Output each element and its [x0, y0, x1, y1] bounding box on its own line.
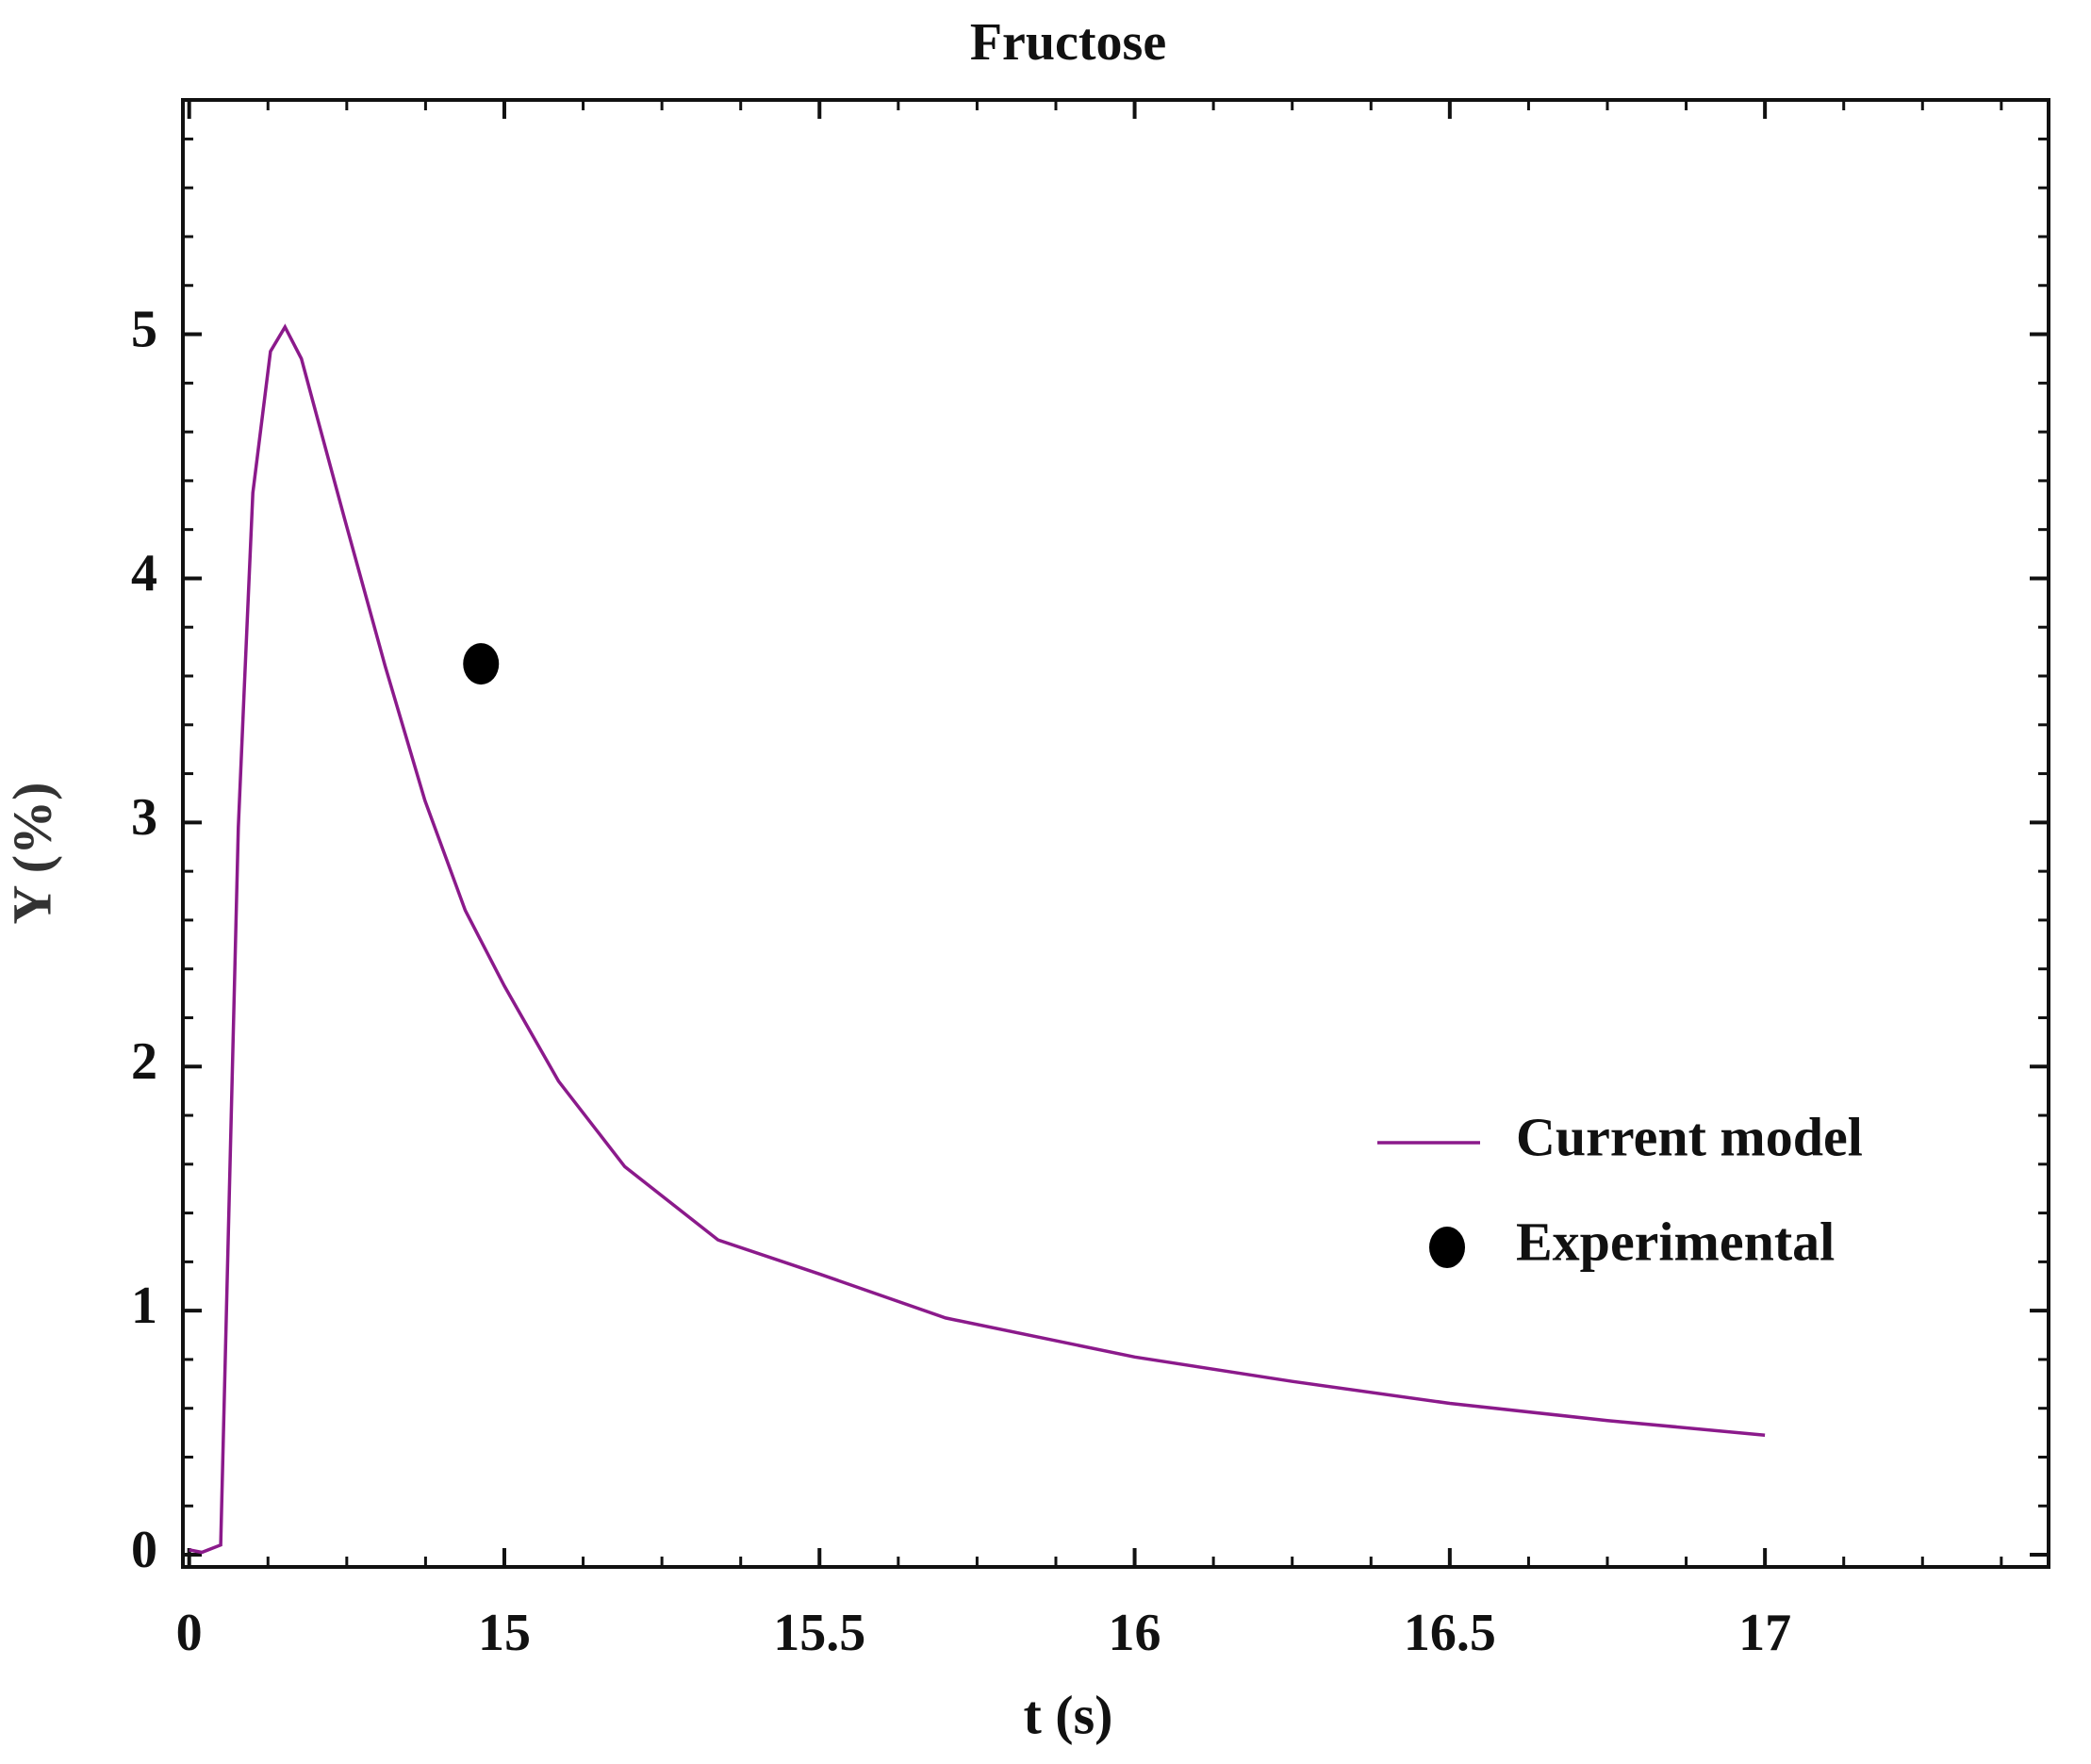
chart-title: Fructose	[970, 13, 1166, 72]
x-axis-label: t (s)	[1023, 1684, 1112, 1745]
y-tick-label: 5	[131, 300, 157, 358]
y-tick-label: 0	[131, 1521, 157, 1579]
legend-label: Current model	[1516, 1106, 1863, 1167]
legend-swatch	[1429, 1227, 1465, 1268]
x-tick-label: 17	[1738, 1604, 1791, 1662]
x-tick-label: 15	[478, 1604, 531, 1662]
legend-label: Experimental	[1516, 1211, 1835, 1272]
plot-frame	[181, 98, 2050, 1569]
y-tick-label: 4	[131, 544, 157, 602]
x-tick-label: 16.5	[1404, 1604, 1496, 1662]
y-tick-label: 1	[131, 1277, 157, 1335]
x-tick-label: 0	[176, 1604, 203, 1662]
model-line	[189, 323, 1766, 1555]
data-point	[463, 643, 500, 685]
y-tick-label: 3	[131, 788, 157, 847]
y-tick-label: 2	[131, 1032, 157, 1091]
y-axis-label: Y (%)	[1, 783, 62, 925]
x-tick-label: 15.5	[773, 1604, 865, 1662]
x-tick-label: 16	[1109, 1604, 1161, 1662]
